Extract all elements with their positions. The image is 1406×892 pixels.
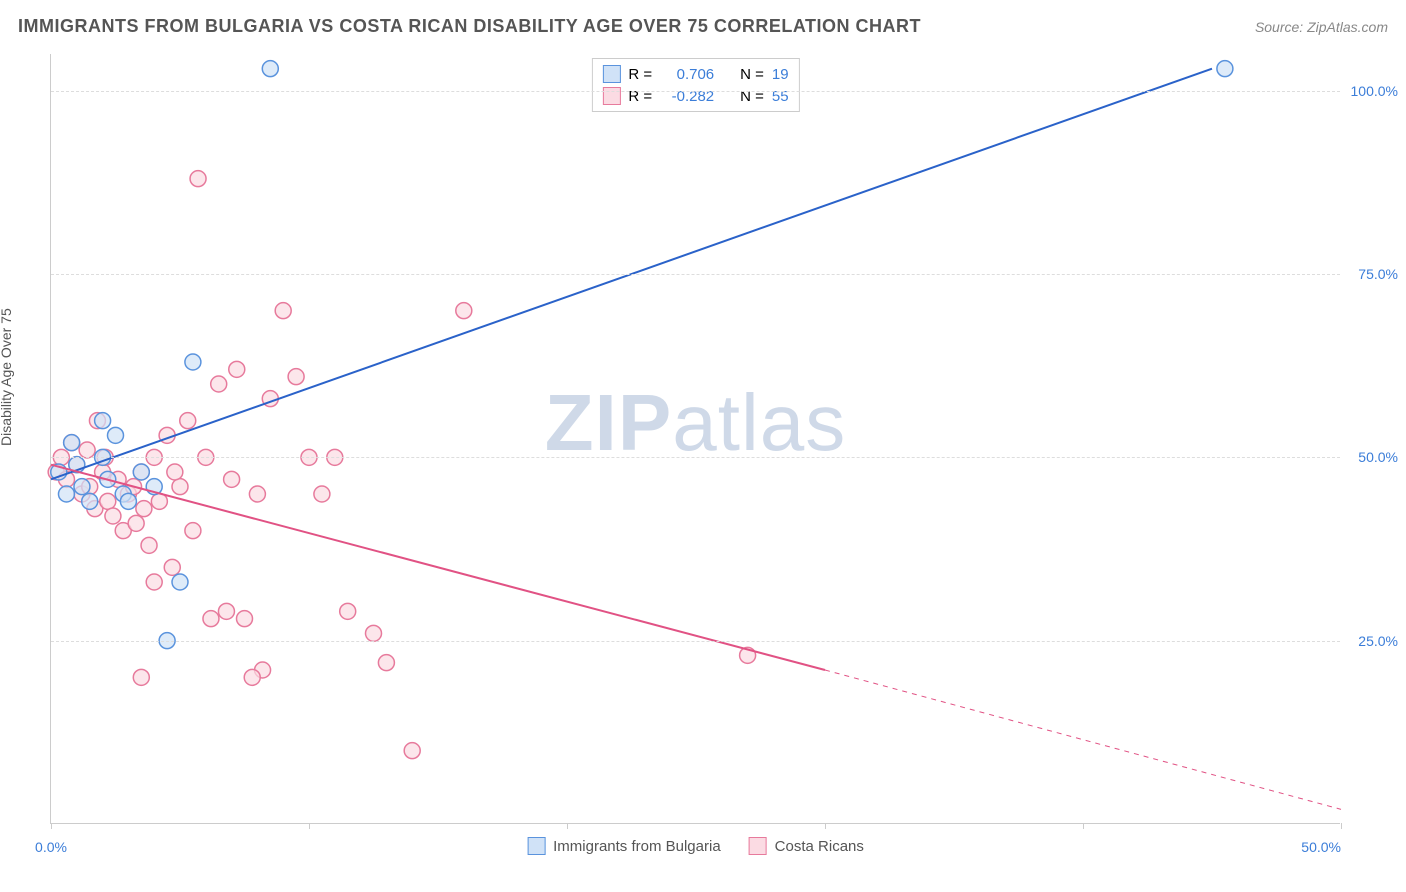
r-value-bulgaria: 0.706 — [660, 66, 714, 83]
y-tick-label: 50.0% — [1358, 449, 1398, 465]
legend-item-costarica: Costa Ricans — [749, 837, 864, 855]
y-axis-label: Disability Age Over 75 — [0, 308, 14, 446]
regression-legend: R = 0.706 N = 19 R = -0.282 N = 55 — [591, 58, 799, 112]
x-tick-label: 0.0% — [35, 839, 67, 855]
legend-row-costarica: R = -0.282 N = 55 — [602, 85, 788, 107]
plot-area: ZIPatlas R = 0.706 N = 19 R = -0.282 N =… — [50, 54, 1340, 824]
source-attribution: Source: ZipAtlas.com — [1255, 19, 1388, 35]
legend-label-costarica: Costa Ricans — [775, 838, 864, 855]
y-tick-label: 75.0% — [1358, 266, 1398, 282]
chart-svg — [51, 54, 1340, 823]
swatch-bulgaria — [602, 65, 620, 83]
legend-row-bulgaria: R = 0.706 N = 19 — [602, 63, 788, 85]
n-label: N = — [740, 66, 764, 83]
legend-label-bulgaria: Immigrants from Bulgaria — [553, 838, 721, 855]
swatch-bulgaria — [527, 837, 545, 855]
y-tick-label: 25.0% — [1358, 633, 1398, 649]
swatch-costarica — [749, 837, 767, 855]
legend-item-bulgaria: Immigrants from Bulgaria — [527, 837, 721, 855]
n-value-bulgaria: 19 — [772, 66, 789, 83]
series-legend: Immigrants from Bulgaria Costa Ricans — [527, 837, 864, 855]
x-tick-label: 50.0% — [1301, 839, 1341, 855]
r-label: R = — [628, 66, 652, 83]
chart-header: IMMIGRANTS FROM BULGARIA VS COSTA RICAN … — [18, 16, 1388, 37]
chart-title: IMMIGRANTS FROM BULGARIA VS COSTA RICAN … — [18, 16, 921, 37]
y-tick-label: 100.0% — [1351, 83, 1398, 99]
